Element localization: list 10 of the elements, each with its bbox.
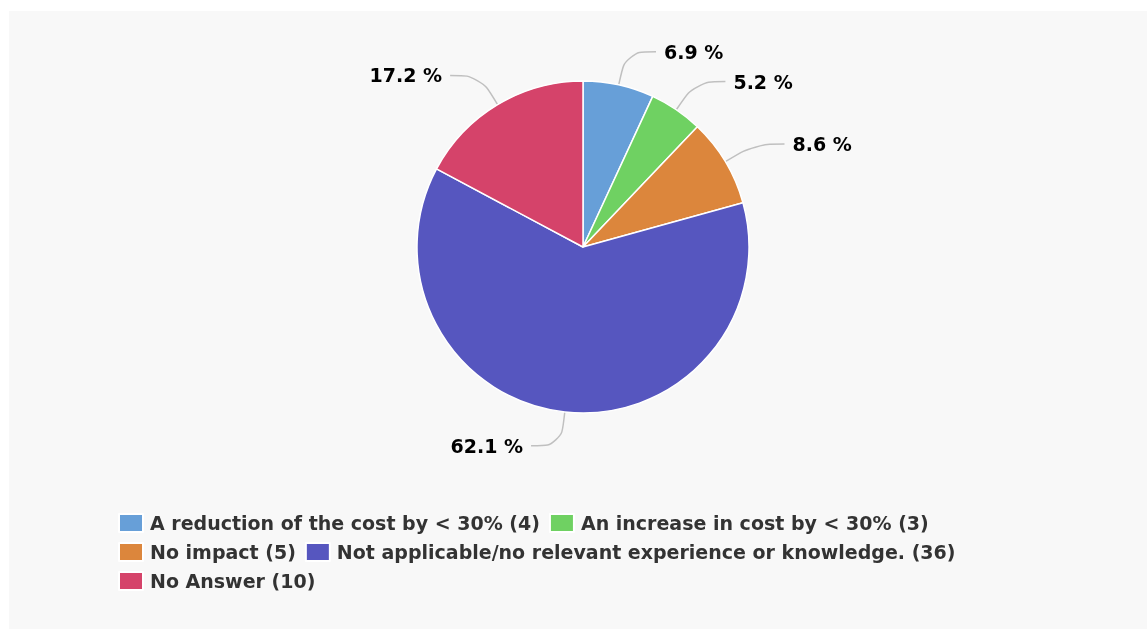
legend-label: No impact (5): [150, 541, 296, 563]
legend-label: A reduction of the cost by < 30% (4): [150, 512, 540, 534]
data-label: 6.9 %: [664, 40, 724, 63]
data-label: 62.1 %: [450, 434, 524, 457]
data-label: 5.2 %: [733, 70, 793, 93]
legend-label: Not applicable/no relevant experience or knowledge. (36): [336, 541, 956, 563]
data-label: 8.6 %: [792, 133, 852, 156]
data-label: 17.2 %: [369, 64, 443, 87]
legend-label: An increase in cost by < 30% (3): [580, 512, 929, 534]
legend-label: No Answer (10): [150, 570, 316, 592]
